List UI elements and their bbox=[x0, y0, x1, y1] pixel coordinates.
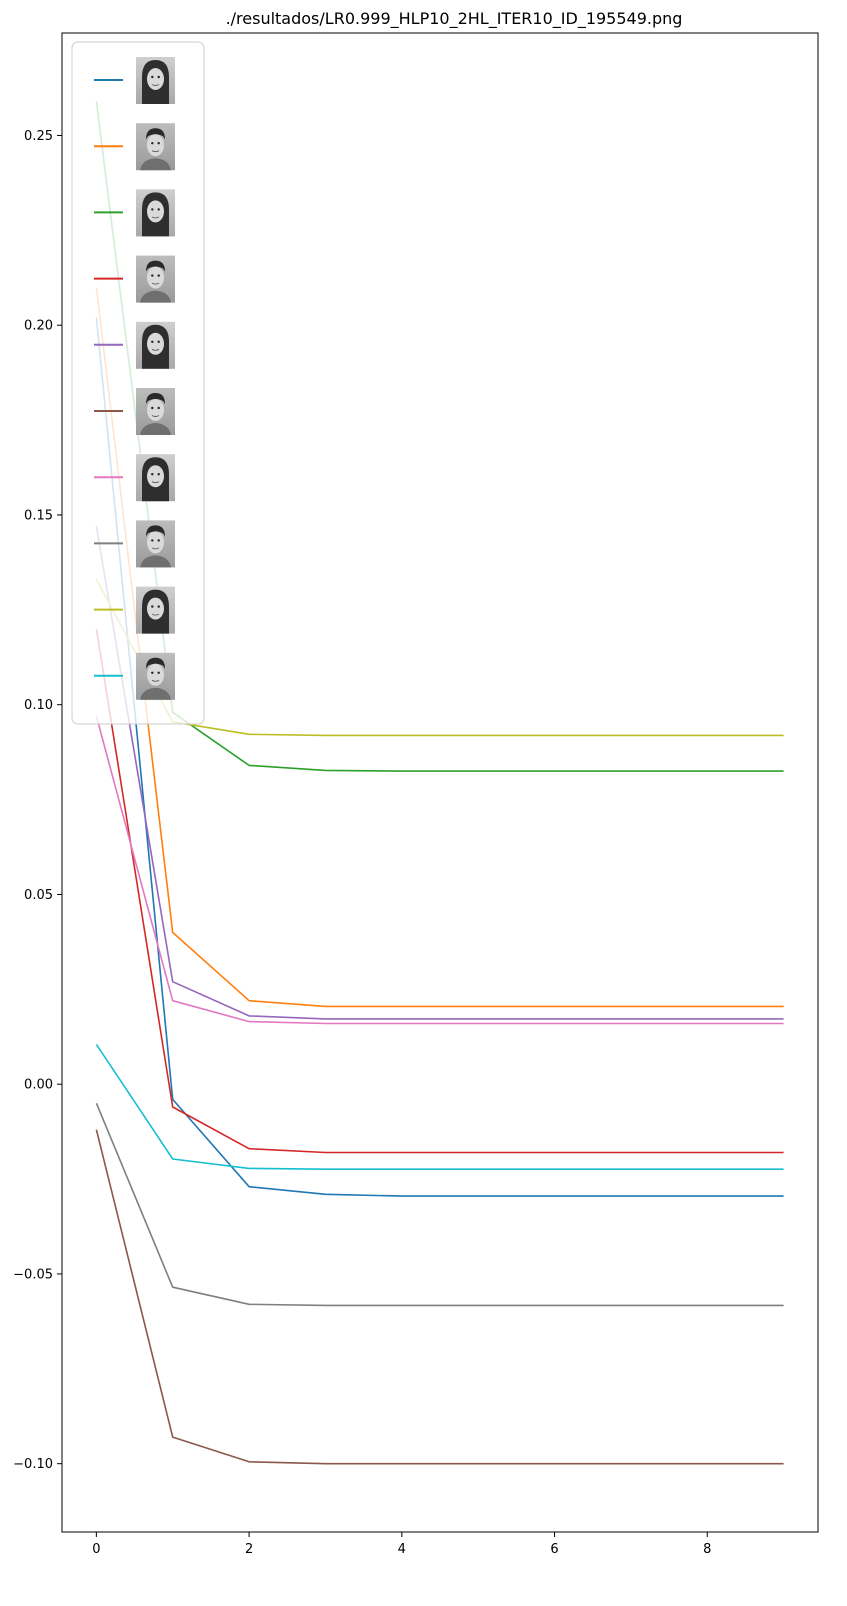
eye bbox=[151, 671, 154, 674]
eye bbox=[151, 340, 154, 343]
eye bbox=[151, 208, 154, 211]
series-line-8 bbox=[95, 1102, 784, 1307]
series-line-5 bbox=[95, 526, 784, 1020]
face bbox=[147, 597, 164, 620]
face bbox=[147, 68, 164, 90]
y-tick-label: 0.05 bbox=[24, 888, 53, 903]
shirt bbox=[140, 555, 171, 568]
series-line-2 bbox=[95, 287, 784, 1008]
face-photo-woman-icon bbox=[136, 321, 175, 369]
shirt bbox=[140, 687, 171, 700]
mouth bbox=[151, 348, 160, 351]
face-photo-woman-icon bbox=[136, 189, 175, 237]
mouth bbox=[151, 481, 160, 484]
series-line-7 bbox=[95, 715, 784, 1025]
eye bbox=[157, 340, 160, 343]
eye bbox=[157, 671, 160, 674]
face-photo-man-icon bbox=[136, 652, 175, 700]
plot-area: 0 2 4 6 8 −0.10 −0.05 0.00 0.05 0.10 0.15 0.20 0.25 bbox=[13, 32, 819, 1557]
x-tick-label: 8 bbox=[703, 1542, 711, 1557]
mouth bbox=[151, 679, 160, 682]
series-line-10 bbox=[95, 1043, 784, 1170]
face bbox=[147, 465, 164, 488]
eye bbox=[157, 539, 160, 542]
hair bbox=[146, 525, 165, 537]
mouth bbox=[151, 415, 160, 417]
face-photo-woman-icon bbox=[136, 454, 175, 502]
face-photo-man-icon bbox=[136, 255, 175, 303]
y-tick-label: −0.05 bbox=[13, 1267, 53, 1282]
eye bbox=[151, 142, 154, 145]
axes-frame bbox=[61, 32, 819, 1533]
series-line-6 bbox=[95, 1129, 784, 1465]
x-tick-label: 2 bbox=[245, 1542, 253, 1557]
hair bbox=[146, 393, 165, 404]
eye bbox=[157, 473, 160, 476]
y-tick-label: 0.15 bbox=[24, 508, 53, 523]
eye bbox=[157, 605, 160, 608]
y-tick-label: 0.25 bbox=[24, 129, 53, 144]
face bbox=[147, 134, 164, 157]
face bbox=[147, 399, 164, 421]
y-tick-label: 0.00 bbox=[24, 1078, 53, 1093]
face bbox=[147, 200, 164, 223]
eye bbox=[157, 208, 160, 211]
face bbox=[147, 663, 164, 686]
eye bbox=[151, 539, 154, 542]
mouth bbox=[151, 282, 160, 285]
mouth bbox=[151, 84, 160, 86]
eye bbox=[151, 473, 154, 476]
mouth bbox=[151, 547, 160, 550]
series-line-4 bbox=[95, 628, 784, 1154]
eye bbox=[151, 605, 154, 608]
x-tick-label: 4 bbox=[398, 1542, 406, 1557]
x-tick-label: 6 bbox=[550, 1542, 558, 1557]
mouth bbox=[151, 216, 160, 219]
series-line-9 bbox=[95, 579, 784, 737]
shirt bbox=[140, 423, 171, 435]
face bbox=[147, 531, 164, 554]
shirt bbox=[140, 290, 171, 303]
face bbox=[147, 332, 164, 355]
eye bbox=[157, 406, 160, 410]
mouth bbox=[151, 613, 160, 616]
legend bbox=[71, 41, 205, 725]
y-tick-label: 0.20 bbox=[24, 319, 53, 334]
series-line-3 bbox=[95, 101, 784, 772]
face-photo-woman-icon bbox=[136, 57, 175, 104]
hair bbox=[146, 260, 165, 272]
face-photo-man-icon bbox=[136, 520, 175, 568]
x-tick-label: 0 bbox=[92, 1542, 100, 1557]
face bbox=[147, 266, 164, 289]
y-tick-label: 0.10 bbox=[24, 698, 53, 713]
eye bbox=[157, 75, 160, 79]
eye bbox=[151, 274, 154, 277]
hair bbox=[146, 657, 165, 669]
face-photo-woman-icon bbox=[136, 586, 175, 634]
y-tick-label: −0.10 bbox=[13, 1457, 53, 1472]
face-photo-man-icon bbox=[136, 123, 175, 171]
mouth bbox=[151, 150, 160, 153]
series-line-1 bbox=[95, 317, 784, 1197]
shirt bbox=[140, 158, 171, 171]
eye bbox=[151, 406, 154, 410]
face-photo-man-icon bbox=[136, 388, 175, 435]
eye bbox=[157, 142, 160, 145]
eye bbox=[151, 75, 154, 79]
hair bbox=[146, 128, 165, 140]
chart-title: ./resultados/LR0.999_HLP10_2HL_ITER10_ID… bbox=[226, 9, 683, 29]
eye bbox=[157, 274, 160, 277]
